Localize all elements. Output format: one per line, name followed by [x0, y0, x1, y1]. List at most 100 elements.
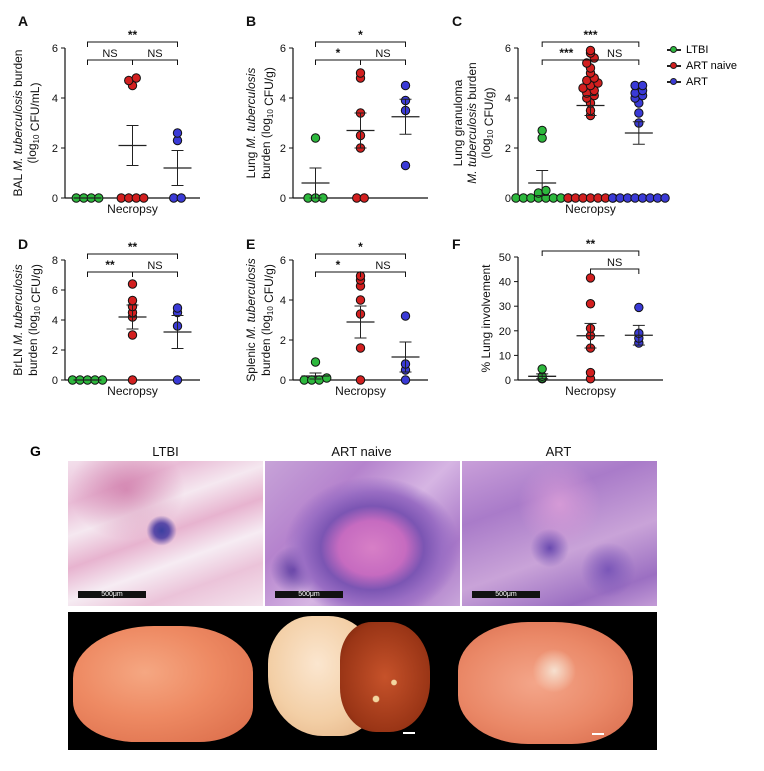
y-tick-label: 0	[280, 375, 286, 387]
data-point-art-naive	[127, 375, 138, 385]
significance-label: **	[586, 237, 596, 251]
significance-bracket	[87, 253, 178, 259]
significance-label: **	[105, 258, 115, 272]
data-point-art	[172, 375, 183, 385]
data-point-art	[660, 193, 670, 203]
y-axis-label: % Lung involvement	[479, 264, 493, 373]
significance-label: *	[358, 240, 363, 254]
y-axis-label: burden (log10 CFU/g)	[259, 67, 276, 179]
significance-label: **	[128, 28, 138, 42]
significance-label: **	[128, 240, 138, 254]
data-point-art-naive	[359, 193, 369, 203]
panel-label: D	[18, 236, 28, 252]
significance-bracket	[87, 41, 178, 47]
y-tick-label: 10	[499, 350, 511, 362]
y-tick-label: 20	[499, 326, 511, 338]
data-point-art	[634, 302, 644, 313]
panel-label: E	[246, 236, 255, 252]
data-point-art-naive	[131, 73, 141, 83]
y-tick-label: 40	[499, 277, 511, 289]
y-axis-label: burden (log10 CFU/g)	[26, 264, 43, 376]
panel-label: B	[246, 13, 256, 29]
y-tick-label: 0	[505, 193, 511, 205]
data-point-art-naive	[127, 330, 138, 340]
significance-label: *	[336, 46, 341, 60]
significance-label: NS	[607, 48, 622, 60]
significance-bracket	[132, 271, 178, 277]
histology-label-ltbi: LTBI	[152, 444, 179, 459]
y-axis-label: (log10 CFU/g)	[479, 88, 496, 159]
y-tick-label: 6	[52, 285, 58, 297]
data-point-art-naive	[585, 273, 596, 283]
data-point-art-naive	[127, 279, 138, 289]
y-tick-label: 8	[52, 255, 58, 267]
histology-image-art: 500μm	[462, 461, 657, 606]
legend-marker	[667, 62, 681, 69]
significance-bracket	[590, 268, 640, 274]
histology-image-ltbi: 500μm	[68, 461, 263, 606]
significance-bracket	[541, 41, 640, 47]
panel-label: A	[18, 13, 28, 29]
y-tick-label: 2	[505, 143, 511, 155]
legend-item-ltbi: LTBI	[667, 42, 737, 58]
significance-label: ***	[559, 46, 573, 60]
y-tick-label: 6	[505, 43, 511, 55]
x-axis-label: Necropsy	[107, 384, 158, 398]
y-tick-label: 6	[280, 43, 286, 55]
scale-bar	[403, 732, 415, 734]
y-tick-label: 6	[280, 255, 286, 267]
y-tick-label: 4	[505, 93, 511, 105]
x-axis-label: Necropsy	[565, 202, 616, 216]
chart-panel-f: F 0 10 20 30 40 50 % Lung involvement Necropsy NS…	[452, 236, 663, 398]
y-tick-label: 50	[499, 252, 511, 264]
data-point-art	[400, 311, 411, 321]
legend-label: ART	[686, 76, 708, 88]
legend-label: ART naive	[686, 60, 737, 72]
data-point-ltbi	[537, 364, 547, 374]
scale-bar: 500μm	[275, 591, 343, 598]
y-tick-label: 4	[52, 93, 58, 105]
y-axis-label: BAL M. tuberculosis burden	[11, 50, 25, 197]
data-point-ltbi	[322, 373, 332, 383]
data-point-art	[176, 193, 186, 203]
scale-bar: 500μm	[78, 591, 146, 598]
y-tick-label: 4	[280, 295, 286, 307]
histology-image-art-naive: 500μm	[265, 461, 460, 606]
legend-item-art: ART	[667, 74, 737, 90]
data-point-art-naive	[355, 68, 366, 78]
significance-bracket	[132, 59, 178, 65]
x-axis-label: Necropsy	[335, 384, 386, 398]
y-tick-label: 2	[280, 143, 286, 155]
data-point-art-naive	[355, 295, 366, 305]
data-point-art	[172, 303, 183, 313]
significance-label: *	[358, 28, 363, 42]
gross-lung-ltbi	[73, 626, 253, 742]
gross-lung-art	[458, 622, 633, 744]
y-tick-label: 4	[52, 315, 58, 327]
y-axis-label: Lung granuloma	[451, 79, 465, 166]
histology-label-art-naive: ART naive	[331, 444, 392, 459]
data-point-art	[637, 80, 648, 91]
y-axis-label: BrLN M. tuberculosis	[11, 264, 25, 375]
significance-label: *	[336, 258, 341, 272]
legend-marker	[667, 46, 681, 53]
significance-bracket	[315, 271, 361, 277]
panel-label: C	[452, 13, 462, 29]
data-point-art-naive	[355, 343, 366, 353]
y-tick-label: 2	[52, 345, 58, 357]
y-tick-label: 0	[52, 375, 58, 387]
data-point-art-naive	[585, 299, 596, 309]
y-tick-label: 0	[52, 193, 58, 205]
significance-bracket	[541, 250, 640, 256]
scale-bar	[592, 733, 604, 735]
data-point-ltbi	[310, 133, 321, 143]
significance-bracket	[87, 59, 133, 65]
significance-bracket	[360, 271, 406, 277]
data-point-art-naive	[585, 367, 596, 378]
significance-bracket	[360, 59, 406, 65]
data-point-ltbi	[541, 185, 551, 196]
